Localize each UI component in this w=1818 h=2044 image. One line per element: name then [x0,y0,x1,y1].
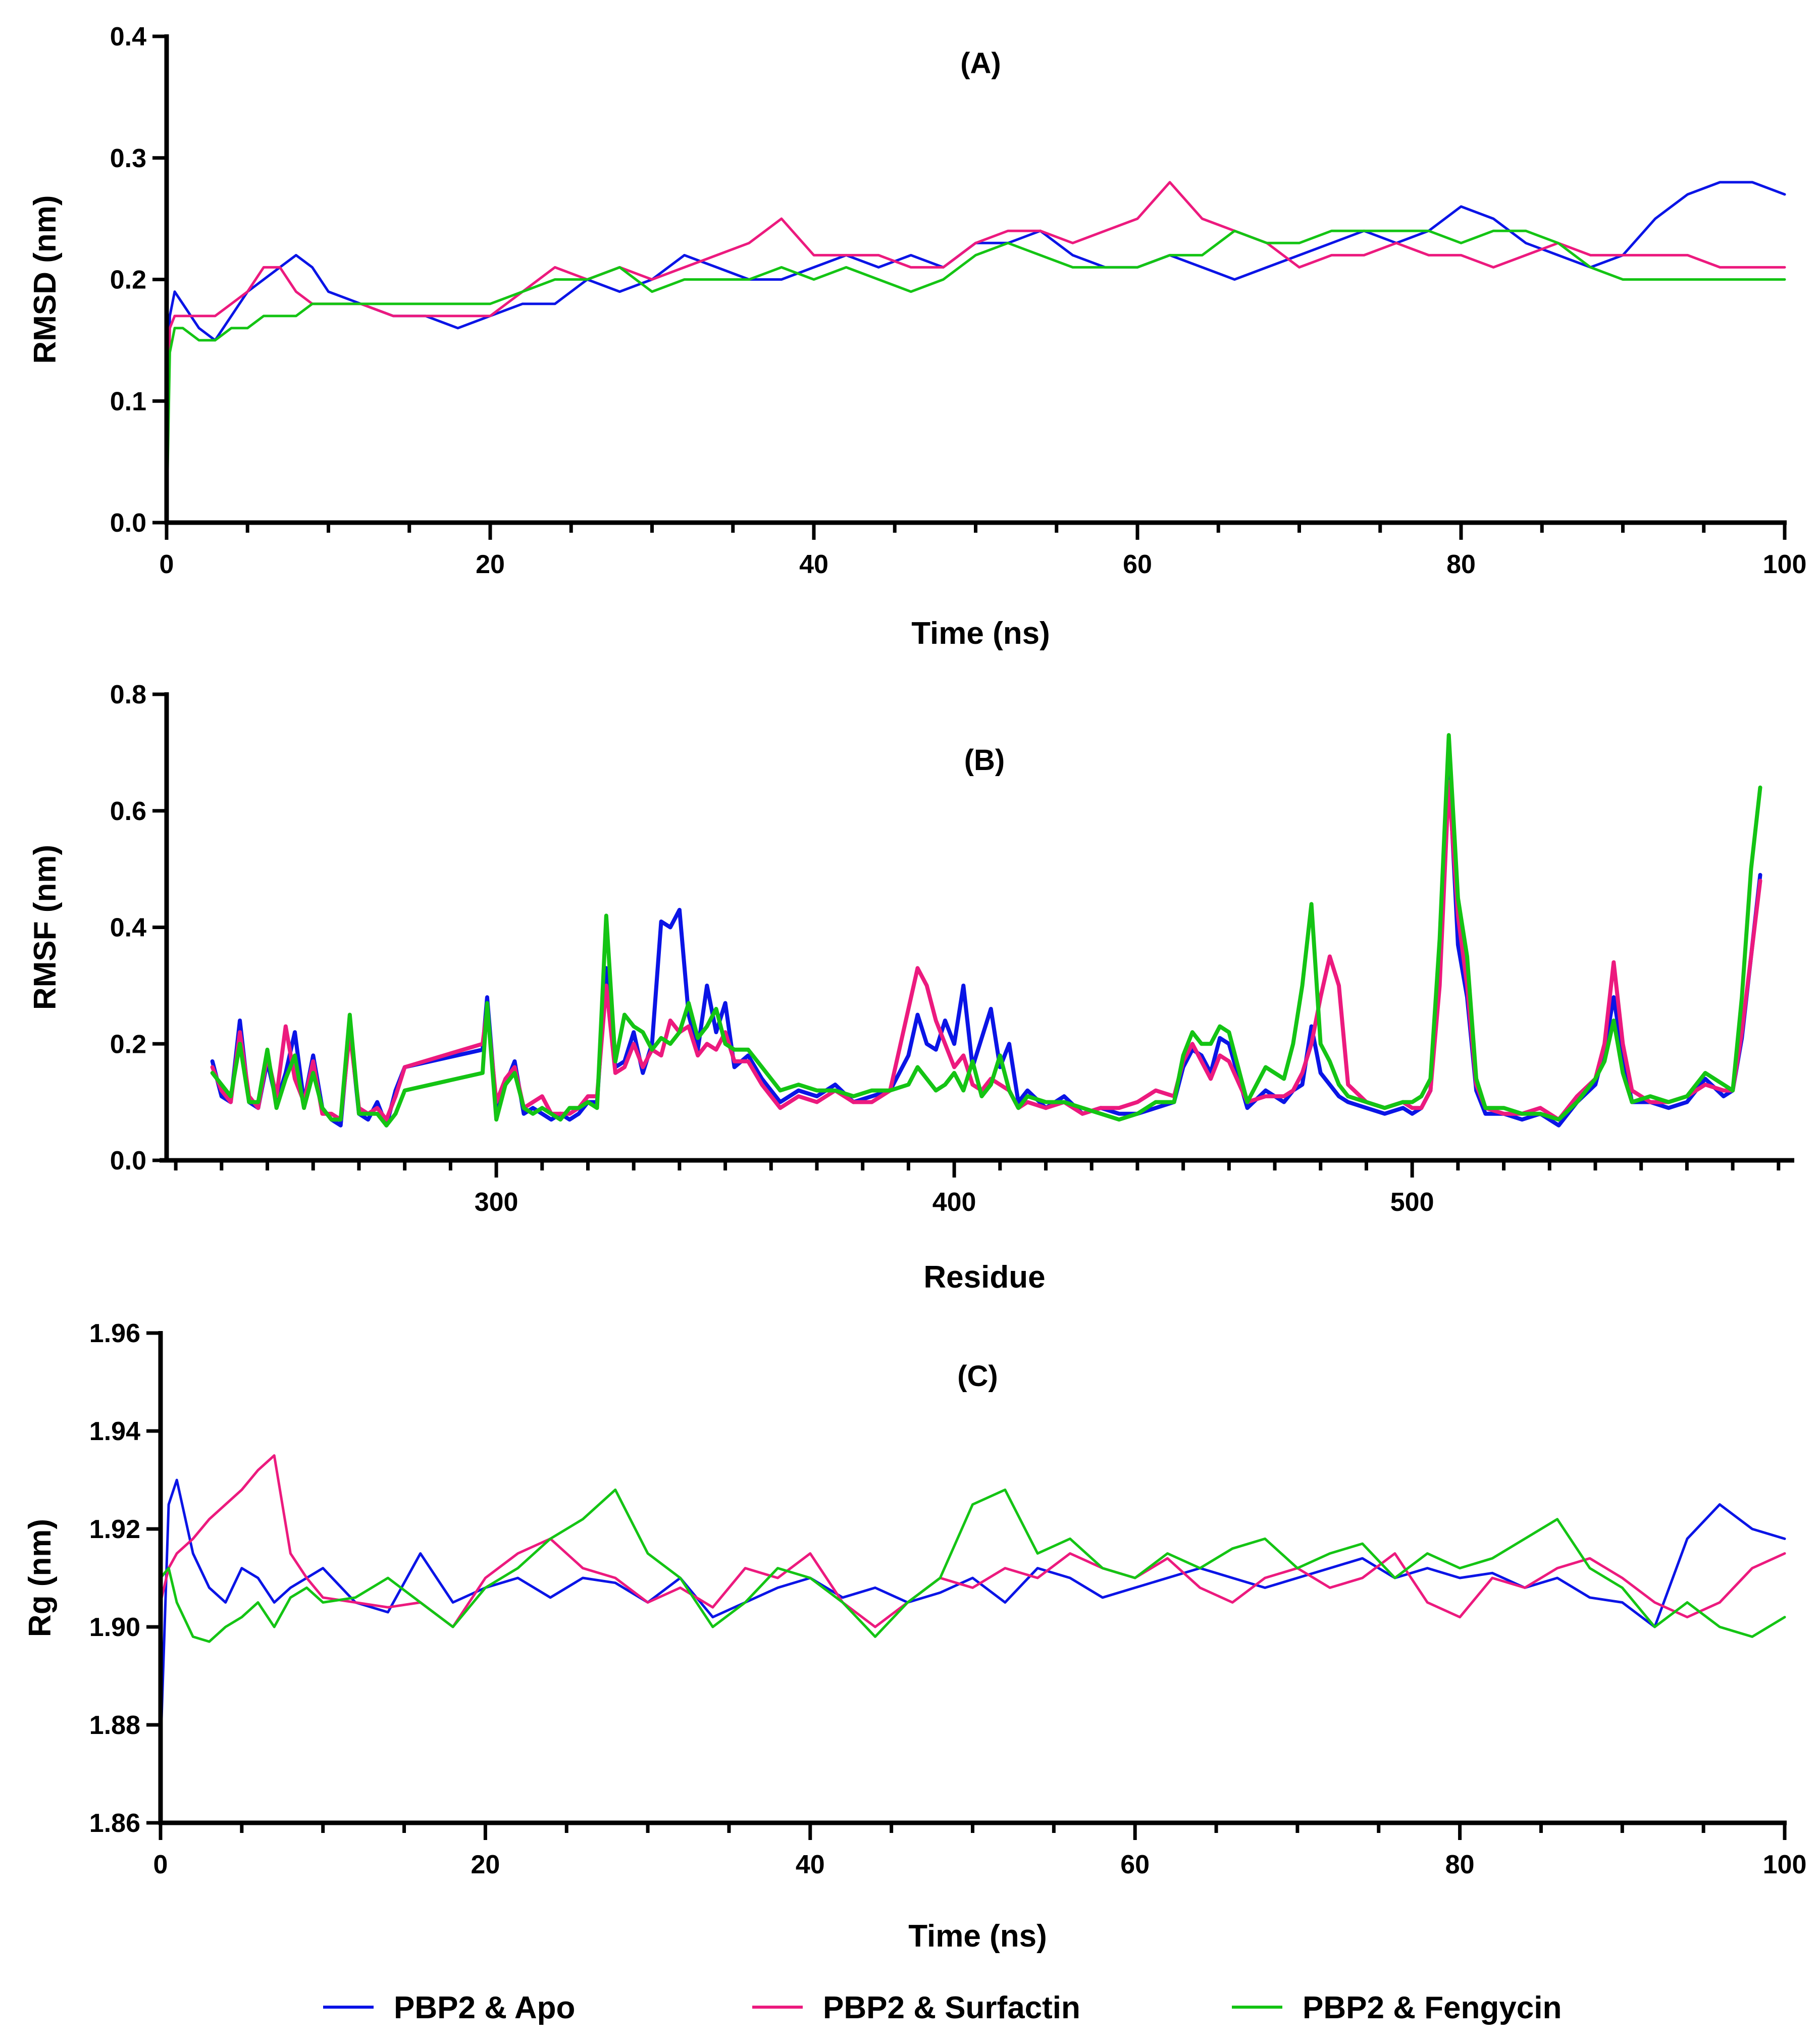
series-line-apo-A [165,181,1786,524]
series-line-fengycin-B [210,733,1762,1128]
panel-title-B: (B) [964,744,1005,777]
y-tick-label-C: 1.88 [89,1711,140,1740]
y-axis-label-A: RMSD (nm) [28,195,63,364]
series-line-surfactin-A [165,181,1786,524]
x-tick-label-C: 60 [1120,1850,1150,1879]
series-line-surfactin-C [159,1454,1786,1628]
x-tick-label-A: 0 [160,550,174,579]
y-axis-label-C: Rg (nm) [23,1519,58,1637]
y-tick-label-A: 0.1 [110,387,146,416]
x-tick-label-A: 60 [1123,550,1152,579]
panel-title-C: (C) [957,1360,998,1393]
y-tick-label-C: 1.86 [89,1809,140,1838]
panel-A: 0.0 0.1 0.2 0.3 0.4 0 20 40 60 80 100 (A) Time (ns) R… [28,22,1806,651]
x-tick-label-C: 100 [1763,1850,1807,1879]
y-axis-label-B: RMSF (nm) [28,845,63,1010]
legend-label-surfactin: PBP2 & Surfactin [823,1990,1080,2025]
y-tick-label-B: 0.6 [110,797,146,826]
panel-C: 1.86 1.88 1.90 1.92 1.94 1.96 0 20 40 60 80 100 (C) T… [23,1319,1806,1954]
series-line-fengycin-C [159,1488,1786,1643]
y-tick-label-B: 0.8 [110,680,146,709]
x-axis-label-B: Residue [923,1260,1045,1295]
x-axis-label-A: Time (ns) [911,616,1050,651]
y-tick-label-A: 0.3 [110,144,146,173]
series-line-surfactin-B [210,780,1762,1122]
x-tick-label-A: 20 [476,550,505,579]
x-axis-label-C: Time (ns) [908,1919,1047,1954]
panel-B: 0.0 0.2 0.4 0.6 0.8 300 400 500 (B) Residue RMSF (… [28,680,1794,1295]
panels: 0.0 0.1 0.2 0.3 0.4 0 20 40 60 80 100 (A) Time (ns) R… [23,22,1806,1954]
x-tick-label-A: 100 [1763,550,1807,579]
series-group-C [159,1454,1786,1751]
y-tick-label-A: 0.0 [110,508,146,538]
x-tick-label-B: 500 [1390,1188,1434,1217]
x-tick-label-C: 40 [796,1850,825,1879]
y-tick-label-C: 1.96 [89,1319,140,1348]
y-tick-label-B: 0.2 [110,1030,146,1059]
y-tick-label-C: 1.90 [89,1613,140,1642]
legend-item-surfactin: PBP2 & Surfactin [752,1990,1080,2025]
y-tick-label-C: 1.94 [89,1417,140,1446]
x-tick-label-C: 80 [1445,1850,1475,1879]
y-tick-label-C: 1.92 [89,1515,140,1544]
x-tick-label-B: 400 [932,1188,976,1217]
series-line-fengycin-A [165,229,1786,524]
x-tick-label-A: 80 [1446,550,1476,579]
series-line-apo-B [210,762,1762,1128]
x-tick-label-B: 300 [475,1188,518,1217]
y-tick-label-B: 0.0 [110,1146,146,1176]
legend-item-fengycin: PBP2 & Fengycin [1232,1990,1562,2025]
legend-label-fengycin: PBP2 & Fengycin [1303,1990,1562,2025]
y-tick-label-A: 0.2 [110,266,146,295]
legend: PBP2 & Apo PBP2 & Surfactin PBP2 & Fengyci… [323,1990,1562,2025]
panel-title-A: (A) [960,47,1001,80]
x-tick-label-A: 40 [799,550,828,579]
y-tick-label-B: 0.4 [110,913,146,943]
legend-item-apo: PBP2 & Apo [323,1990,575,2025]
series-group-A [165,181,1786,524]
y-tick-label-A: 0.4 [110,22,146,52]
x-tick-label-C: 0 [153,1850,168,1879]
legend-label-apo: PBP2 & Apo [394,1990,575,2025]
x-tick-label-C: 20 [471,1850,500,1879]
series-group-B [210,733,1762,1128]
series-line-apo-C [159,1478,1786,1751]
